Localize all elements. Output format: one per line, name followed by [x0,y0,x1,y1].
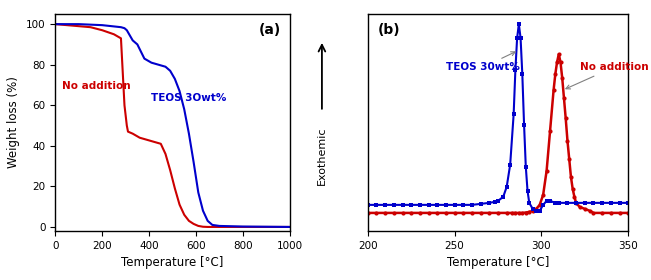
Text: TEOS 3Owt%: TEOS 3Owt% [152,93,227,103]
X-axis label: Temperature [°C]: Temperature [°C] [447,256,549,269]
Y-axis label: Weight loss (%): Weight loss (%) [7,76,20,169]
Text: (b): (b) [378,23,401,37]
Text: Exothemic: Exothemic [317,127,327,185]
Text: No addition: No addition [566,62,648,89]
Text: TEOS 30wt%: TEOS 30wt% [446,52,519,72]
Text: (a): (a) [259,23,281,37]
Text: No addition: No addition [62,81,131,91]
X-axis label: Temperature [°C]: Temperature [°C] [121,256,224,269]
